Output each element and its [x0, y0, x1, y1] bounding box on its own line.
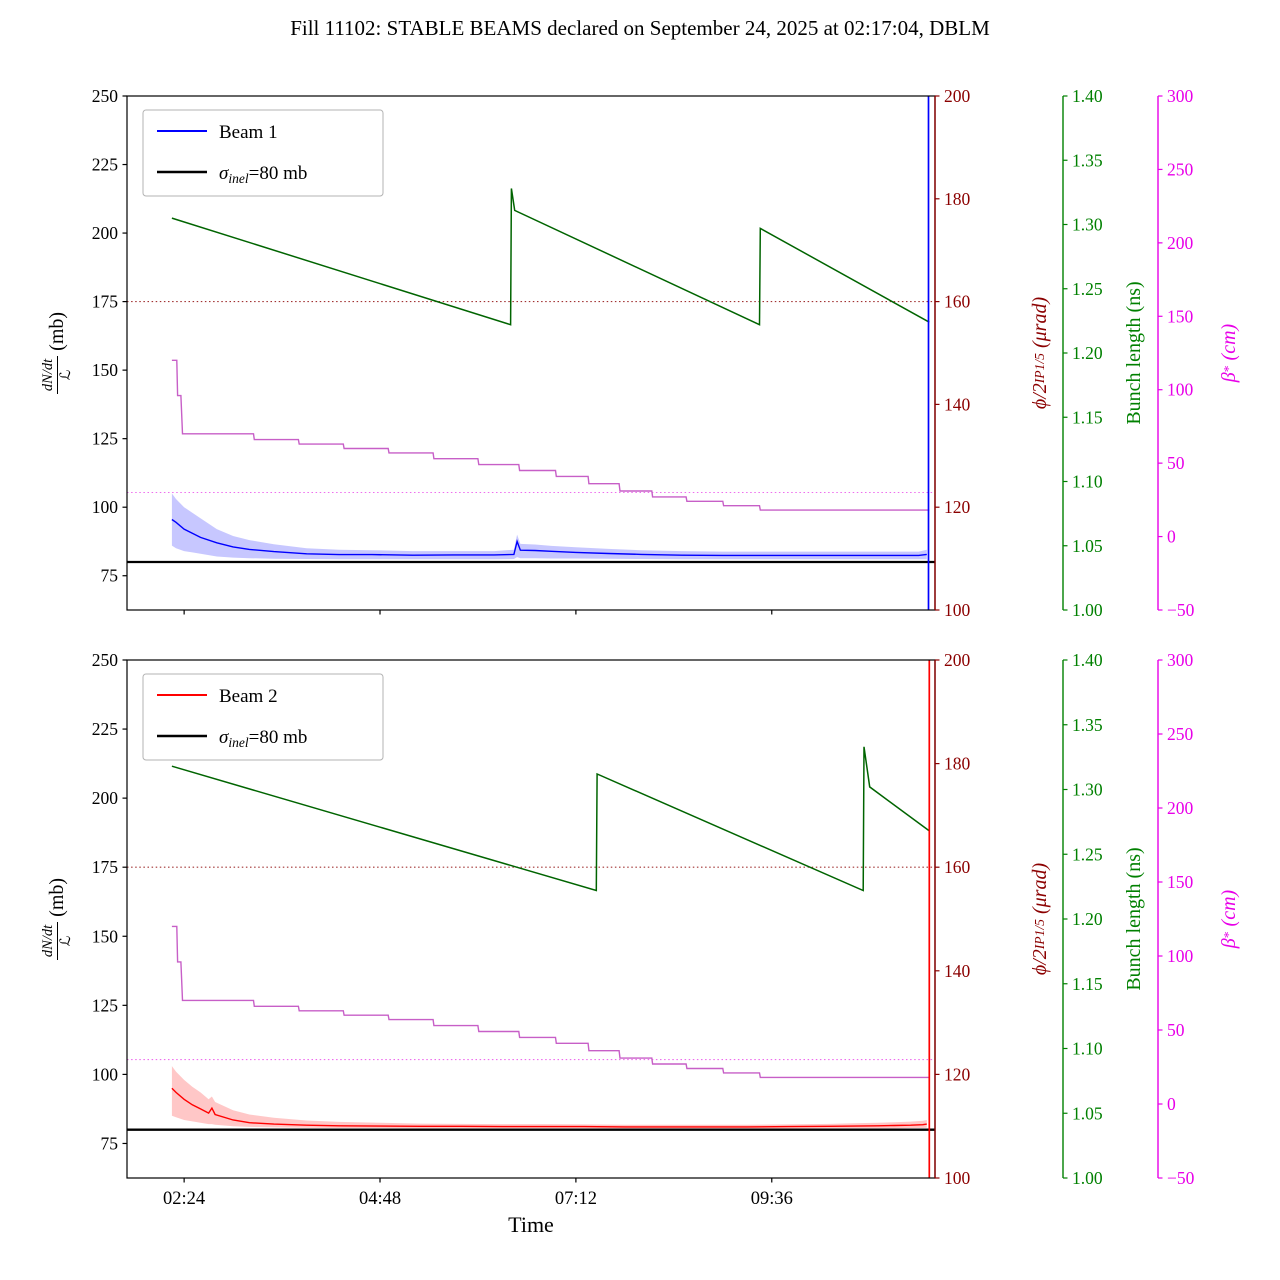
- bunch-tick-label: 1.40: [1072, 650, 1103, 670]
- bunch-tick-label: 1.05: [1072, 1103, 1103, 1123]
- beta-tick-label: 50: [1167, 1020, 1185, 1040]
- left-tick-label: 200: [92, 223, 119, 243]
- phi-tick-label: 200: [944, 86, 971, 106]
- x-tick-label: 09:36: [751, 1189, 793, 1209]
- legend-label: Beam 2: [219, 686, 278, 707]
- beta-tick-label: −50: [1167, 600, 1195, 620]
- bunch-tick-label: 1.10: [1072, 472, 1103, 492]
- phi-tick-label: 180: [944, 189, 971, 209]
- left-tick-label: 175: [92, 292, 119, 312]
- bunch-tick-label: 1.30: [1072, 780, 1103, 800]
- bunch-length-line: [171, 746, 930, 892]
- left-tick-label: 100: [92, 1064, 119, 1084]
- beta-tick-label: 50: [1167, 453, 1185, 473]
- bunch-tick-label: 1.10: [1072, 1039, 1103, 1059]
- left-tick-label: 125: [92, 995, 119, 1015]
- left-tick-label: 75: [101, 566, 119, 586]
- left-tick-label: 75: [101, 1133, 119, 1153]
- bunch-tick-label: 1.25: [1072, 844, 1103, 864]
- beam1-error-band: [171, 493, 927, 560]
- left-tick-label: 150: [92, 360, 119, 380]
- x-tick-label: 04:48: [359, 1189, 401, 1209]
- phi-tick-label: 140: [944, 394, 971, 414]
- y-axis-label-left-top: dN/dt ℒ (mb): [35, 96, 79, 610]
- beta-tick-label: 150: [1167, 306, 1194, 326]
- beam2-error-band: [171, 1066, 927, 1129]
- phi-tick-label: 100: [944, 600, 971, 620]
- beta-tick-label: 200: [1167, 798, 1194, 818]
- left-tick-label: 150: [92, 926, 119, 946]
- bunch-tick-label: 1.00: [1072, 600, 1103, 620]
- beta-tick-label: 150: [1167, 872, 1194, 892]
- y-axis-label-phi-bottom: ϕ/2 IP1/5 (μrad): [1028, 862, 1051, 976]
- phi-tick-label: 160: [944, 857, 971, 877]
- bunch-tick-label: 1.30: [1072, 215, 1103, 235]
- beta-tick-label: 0: [1167, 1094, 1176, 1114]
- left-tick-label: 225: [92, 719, 119, 739]
- left-tick-label: 125: [92, 429, 119, 449]
- x-tick-label: 02:24: [163, 1189, 205, 1209]
- left-axis-unit: (mb): [45, 877, 68, 917]
- bunch-tick-label: 1.15: [1072, 974, 1103, 994]
- bunch-tick-label: 1.20: [1072, 343, 1103, 363]
- left-tick-label: 250: [92, 650, 119, 670]
- phi-tick-label: 100: [944, 1168, 971, 1188]
- left-tick-label: 200: [92, 788, 119, 808]
- figure-title: Fill 11102: STABLE BEAMS declared on Sep…: [290, 16, 990, 40]
- subplot-bottom: 75 100 125 150 175 200 225 250 02:24 04:48 07:12 09…: [92, 650, 1195, 1209]
- legend-label: Beam 1: [219, 122, 278, 143]
- bunch-tick-label: 1.35: [1072, 150, 1103, 170]
- phi-tick-label: 180: [944, 754, 971, 774]
- beta-tick-label: 300: [1167, 650, 1194, 670]
- bunch-tick-label: 1.00: [1072, 1168, 1103, 1188]
- legend-label: σinel=80 mb: [219, 163, 307, 186]
- beam1-line: [171, 518, 927, 557]
- y-axis-label-left-bottom: dN/dt ℒ (mb): [35, 660, 79, 1178]
- bunch-tick-label: 1.20: [1072, 909, 1103, 929]
- legend-label: σinel=80 mb: [219, 727, 307, 750]
- x-tick-label: 07:12: [555, 1189, 597, 1209]
- bunch-tick-label: 1.35: [1072, 715, 1103, 735]
- x-axis-label: Time: [508, 1212, 554, 1237]
- phi-tick-label: 200: [944, 650, 971, 670]
- y-axis-label-beta-top: β * (cm): [1217, 323, 1240, 383]
- left-axis-unit: (mb): [45, 311, 68, 351]
- left-tick-label: 225: [92, 155, 119, 175]
- bunch-length-line: [171, 188, 930, 326]
- beta-tick-label: 250: [1167, 724, 1194, 744]
- bunch-tick-label: 1.25: [1072, 279, 1103, 299]
- phi-tick-label: 120: [944, 497, 971, 517]
- y-axis-label-bunch-bottom: Bunch length (ns): [1122, 847, 1145, 991]
- beta-tick-label: 100: [1167, 380, 1194, 400]
- left-tick-label: 175: [92, 857, 119, 877]
- phi-tick-label: 140: [944, 961, 971, 981]
- beta-tick-label: 200: [1167, 233, 1194, 253]
- beta-star-line: [171, 925, 930, 1079]
- beta-tick-label: 300: [1167, 86, 1194, 106]
- beta-star-line: [171, 359, 930, 511]
- dndt-over-lumi-fraction: dN/dt ℒ: [40, 921, 74, 961]
- bunch-tick-label: 1.40: [1072, 86, 1103, 106]
- phi-tick-label: 160: [944, 292, 971, 312]
- y-axis-label-beta-bottom: β * (cm): [1217, 889, 1240, 949]
- beta-tick-label: 250: [1167, 159, 1194, 179]
- phi-tick-label: 120: [944, 1064, 971, 1084]
- bunch-tick-label: 1.05: [1072, 536, 1103, 556]
- beta-tick-label: 0: [1167, 527, 1176, 547]
- bunch-tick-label: 1.15: [1072, 407, 1103, 427]
- y-axis-label-bunch-top: Bunch length (ns): [1122, 281, 1145, 425]
- beta-tick-label: −50: [1167, 1168, 1195, 1188]
- beta-tick-label: 100: [1167, 946, 1194, 966]
- dndt-over-lumi-fraction: dN/dt ℒ: [40, 355, 74, 395]
- y-axis-label-phi-top: ϕ/2 IP1/5 (μrad): [1028, 296, 1051, 410]
- subplot-top: 75 100 125 150 175 200 225 250 100 120 140 160 180 20…: [92, 86, 1195, 620]
- beam2-line: [171, 1087, 927, 1128]
- left-tick-label: 100: [92, 497, 119, 517]
- left-tick-label: 250: [92, 86, 119, 106]
